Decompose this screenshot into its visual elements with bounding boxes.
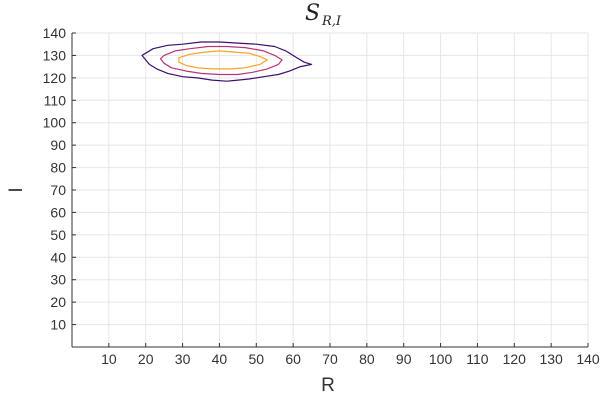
- y-tick-label: 10: [50, 317, 66, 333]
- x-tick-label: 70: [322, 351, 338, 367]
- y-tick-label: 100: [43, 115, 67, 131]
- chart-title-main: S: [305, 1, 320, 26]
- y-tick-label: 60: [50, 204, 66, 220]
- y-tick-label: 140: [43, 25, 67, 41]
- contour-inner: [178, 50, 268, 70]
- x-tick-label: 90: [396, 351, 412, 367]
- x-tick-label: 110: [466, 351, 489, 367]
- grid: [72, 32, 589, 347]
- x-tick-labels: 10 20 30 40 50 60 70 80 90 100 110 120 130 140: [101, 343, 600, 367]
- x-tick-label: 140: [576, 351, 600, 367]
- y-tick-label: 30: [50, 272, 66, 288]
- x-tick-label: 130: [539, 351, 563, 367]
- x-tick-label: 30: [175, 351, 191, 367]
- y-tick-label: 90: [50, 137, 66, 153]
- x-tick-label: 10: [101, 351, 117, 367]
- x-tick-label: 40: [212, 351, 228, 367]
- y-tick-label: 40: [50, 249, 66, 265]
- x-tick-label: 50: [248, 351, 264, 367]
- contour-middle: [159, 45, 283, 76]
- y-tick-label: 130: [43, 47, 67, 63]
- y-tick-label: 120: [43, 70, 67, 86]
- x-tick-label: 120: [503, 351, 527, 367]
- y-tick-label: 70: [50, 182, 66, 198]
- chart-title: S R,I: [305, 1, 342, 29]
- y-tick-label: 110: [44, 92, 67, 108]
- x-axis-label: R: [321, 375, 335, 396]
- x-tick-label: 100: [429, 351, 453, 367]
- y-tick-label: 50: [50, 227, 66, 243]
- x-tick-label: 80: [359, 351, 375, 367]
- y-tick-label: 80: [50, 160, 66, 176]
- chart-title-subscript: R,I: [321, 14, 342, 29]
- x-tick-label: 20: [138, 351, 154, 367]
- y-tick-label: 20: [50, 294, 66, 310]
- contour-lines: [141, 41, 313, 82]
- y-axis-label: I: [6, 187, 27, 192]
- y-tick-labels: 10 20 30 40 50 60 70 80 90 100 110 120 130 140: [43, 25, 76, 333]
- contour-outer: [141, 41, 313, 82]
- x-tick-label: 60: [285, 351, 301, 367]
